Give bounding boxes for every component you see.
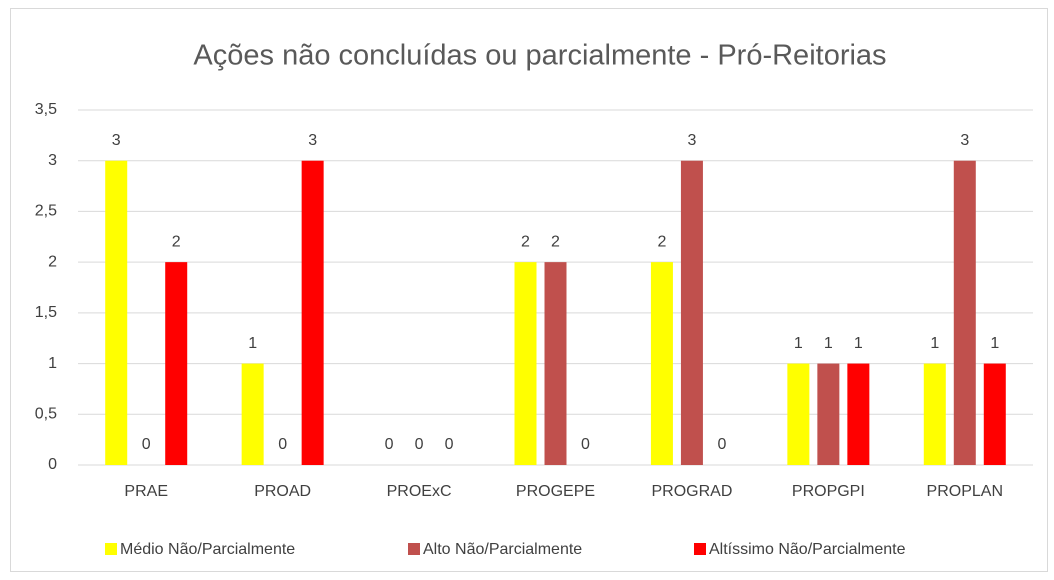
x-tick-label: PROPGPI <box>792 483 865 500</box>
data-label: 2 <box>657 233 666 250</box>
bar <box>847 363 870 465</box>
bar <box>241 363 264 465</box>
data-label: 0 <box>278 436 287 453</box>
y-tick-label: 1,5 <box>35 304 57 321</box>
data-label: 0 <box>717 436 726 453</box>
data-label: 0 <box>385 436 394 453</box>
data-label: 0 <box>415 436 424 453</box>
legend-swatch <box>105 543 117 555</box>
bar <box>105 160 128 465</box>
bar <box>301 160 324 465</box>
data-label: 1 <box>854 335 863 352</box>
legend-label: Médio Não/Parcialmente <box>120 541 295 558</box>
data-label: 3 <box>687 132 696 149</box>
legend-label: Altíssimo Não/Parcialmente <box>709 541 906 558</box>
data-label: 2 <box>521 233 530 250</box>
y-tick-label: 0,5 <box>35 406 57 423</box>
bar <box>817 363 840 465</box>
legend-label: Alto Não/Parcialmente <box>423 541 582 558</box>
bar <box>787 363 810 465</box>
data-label: 3 <box>308 132 317 149</box>
y-tick-label: 2 <box>48 253 57 270</box>
bar <box>983 363 1006 465</box>
data-label: 1 <box>794 335 803 352</box>
y-tick-label: 3 <box>48 152 57 169</box>
x-tick-label: PROAD <box>254 483 311 500</box>
y-tick-label: 2,5 <box>35 203 57 220</box>
data-label: 2 <box>172 233 181 250</box>
x-tick-label: PROGEPE <box>516 483 595 500</box>
bar <box>680 160 703 465</box>
data-label: 0 <box>445 436 454 453</box>
data-label: 1 <box>990 335 999 352</box>
y-tick-label: 0 <box>48 456 57 473</box>
data-label: 3 <box>960 132 969 149</box>
y-tick-label: 3,5 <box>35 101 57 118</box>
legend-swatch <box>408 543 420 555</box>
bar <box>514 262 537 465</box>
data-label: 3 <box>112 132 121 149</box>
x-tick-label: PRAE <box>124 483 168 500</box>
data-label: 1 <box>248 335 257 352</box>
x-tick-label: PROPLAN <box>927 483 1003 500</box>
bar <box>923 363 946 465</box>
data-label: 2 <box>551 233 560 250</box>
data-label: 1 <box>930 335 939 352</box>
legend-swatch <box>694 543 706 555</box>
data-label: 1 <box>824 335 833 352</box>
bar <box>650 262 673 465</box>
bar <box>544 262 567 465</box>
chart-title: Ações não concluídas ou parcialmente - P… <box>193 40 886 72</box>
bar <box>953 160 976 465</box>
data-label: 0 <box>142 436 151 453</box>
y-tick-label: 1 <box>48 355 57 372</box>
data-label: 0 <box>581 436 590 453</box>
bar <box>165 262 188 465</box>
x-tick-label: PROExC <box>387 483 452 500</box>
x-tick-label: PROGRAD <box>651 483 732 500</box>
